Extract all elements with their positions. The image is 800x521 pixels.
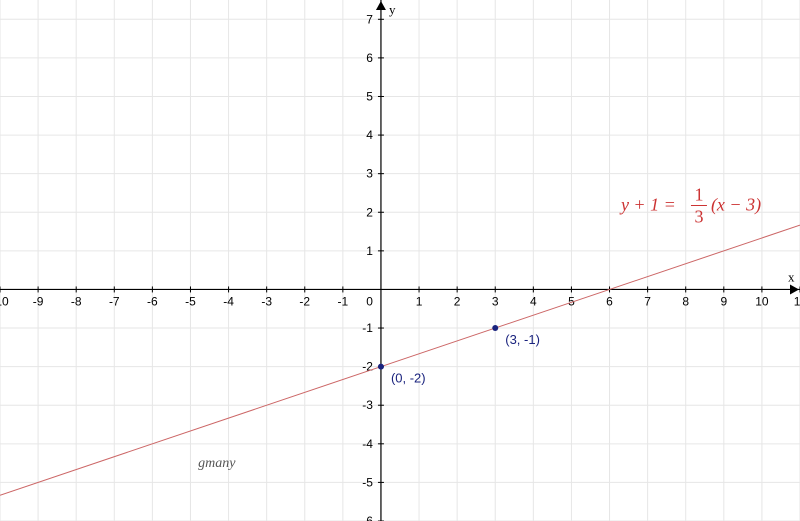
equation-lhs: y + 1 = [619, 195, 676, 215]
y-tick-label: 3 [366, 167, 373, 181]
x-tick-label: 8 [682, 294, 689, 308]
y-tick-label: -3 [362, 398, 373, 412]
watermark: gmany [198, 456, 236, 471]
y-tick-label: 4 [366, 128, 373, 142]
x-tick-label: -5 [185, 294, 196, 308]
origin-label: 0 [366, 294, 373, 308]
equation-numerator: 1 [694, 185, 703, 205]
y-tick-label: 2 [366, 205, 373, 219]
x-tick-label: 4 [530, 294, 537, 308]
y-tick-label: 6 [366, 51, 373, 65]
y-tick-label: -4 [362, 437, 373, 451]
x-tick-label: -3 [261, 294, 272, 308]
coordinate-plane-chart: -10-9-8-7-6-5-4-3-2-11234567891011-6-5-4… [0, 0, 800, 521]
x-tick-label: 11 [794, 294, 800, 308]
x-tick-label: -1 [338, 294, 349, 308]
x-tick-label: -8 [71, 294, 82, 308]
y-axis-label: y [389, 2, 396, 17]
x-tick-label: 2 [454, 294, 461, 308]
x-tick-label: 10 [755, 294, 769, 308]
y-tick-label: -6 [362, 514, 373, 521]
equation-rhs: (x − 3) [711, 195, 761, 216]
x-tick-label: -6 [147, 294, 158, 308]
y-tick-label: 1 [366, 244, 373, 258]
x-tick-label: 7 [644, 294, 651, 308]
point-label: (3, -1) [505, 332, 540, 347]
x-tick-label: -2 [299, 294, 310, 308]
y-tick-label: 5 [366, 89, 373, 103]
x-axis-label: x [788, 269, 795, 284]
x-tick-label: -4 [223, 294, 234, 308]
y-tick-label: -5 [362, 475, 373, 489]
y-tick-label: -1 [362, 321, 373, 335]
x-tick-label: -7 [109, 294, 120, 308]
x-tick-label: 3 [492, 294, 499, 308]
x-tick-label: -9 [33, 294, 44, 308]
x-tick-label: 1 [416, 294, 423, 308]
equation-denominator: 3 [694, 207, 703, 227]
x-tick-label: -10 [0, 294, 9, 308]
y-tick-label: 7 [366, 12, 373, 26]
point-label: (0, -2) [391, 371, 426, 386]
chart-background [0, 0, 800, 521]
x-tick-label: 9 [720, 294, 727, 308]
plotted-point [492, 325, 498, 331]
x-tick-label: 6 [606, 294, 613, 308]
plotted-point [378, 364, 384, 370]
